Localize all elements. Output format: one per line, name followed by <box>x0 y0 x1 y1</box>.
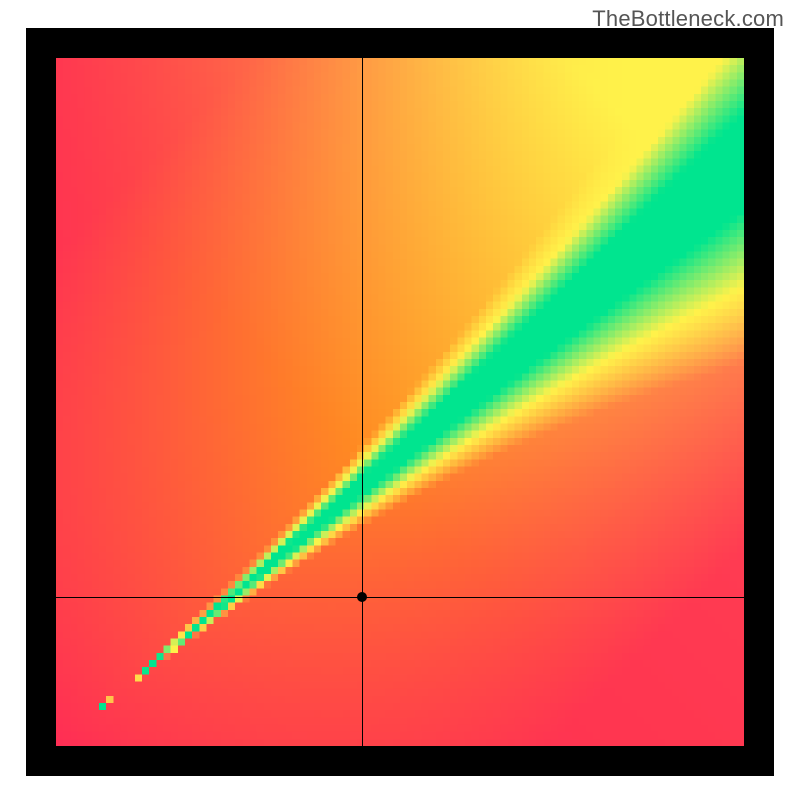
crosshair-horizontal <box>56 597 744 598</box>
heatmap-area <box>56 58 744 746</box>
watermark-text: TheBottleneck.com <box>592 6 784 32</box>
crosshair-vertical <box>362 58 363 746</box>
crosshair-point <box>357 592 367 602</box>
heatmap-canvas <box>56 58 744 746</box>
chart-border <box>26 28 774 776</box>
chart-container: TheBottleneck.com <box>0 0 800 800</box>
